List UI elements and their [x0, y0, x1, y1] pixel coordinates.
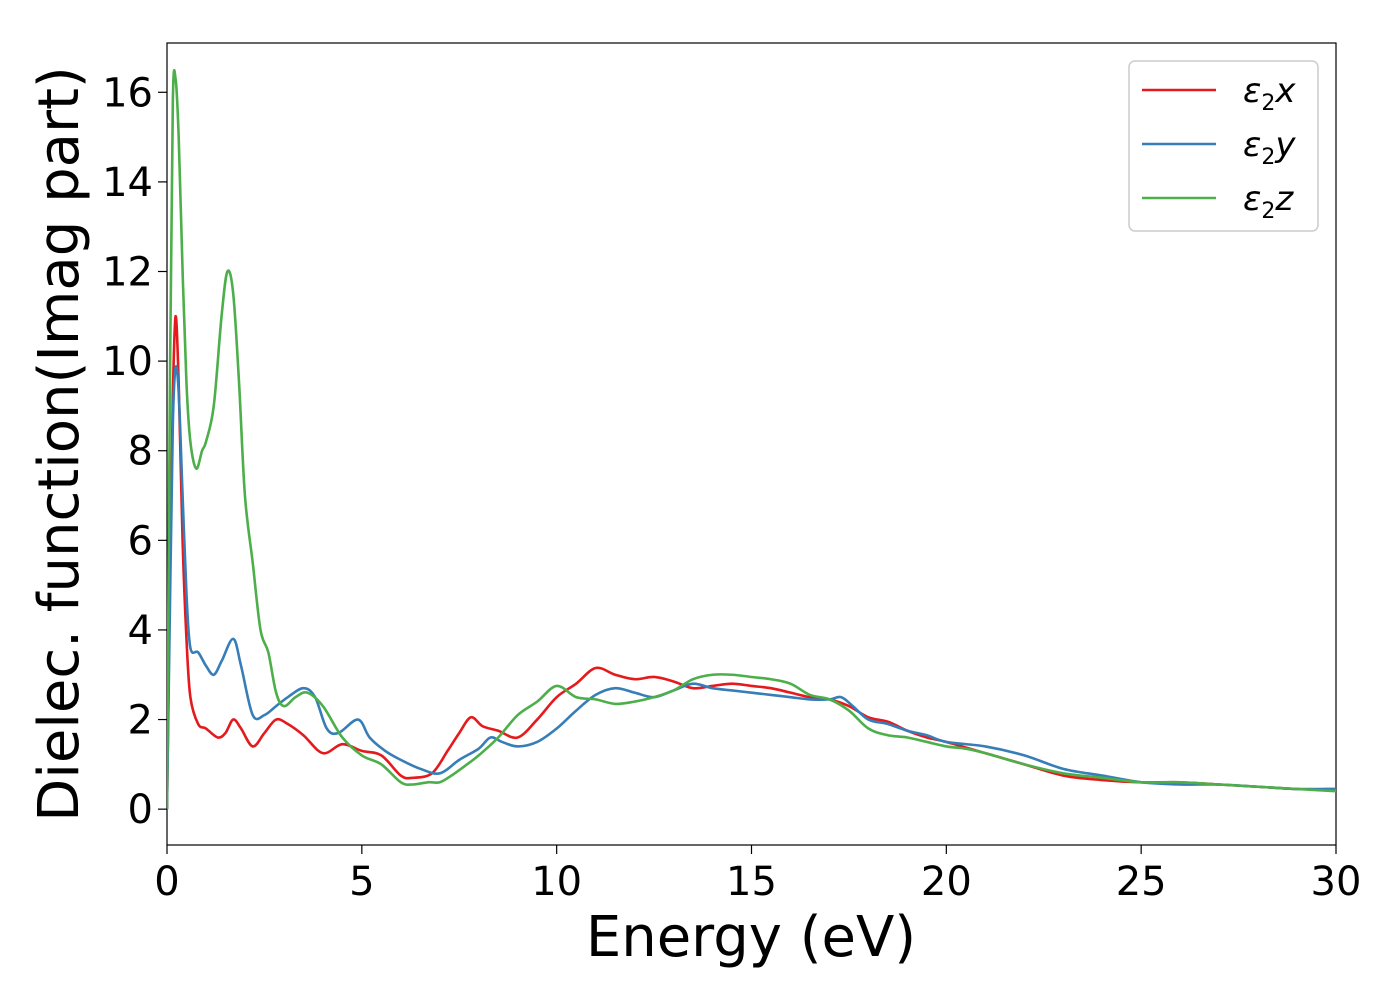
x-tick-label: 15: [726, 859, 777, 905]
x-axis-ticks: 0 5 10 15 20 25 30: [154, 845, 1361, 905]
legend-label-subscript: 2: [1261, 199, 1275, 224]
legend-label-tail: y: [1274, 125, 1296, 165]
y-tick-label: 4: [128, 608, 153, 654]
legend-label-subscript: 2: [1261, 145, 1275, 170]
legend-label-2: ε2z: [1243, 179, 1294, 224]
y-tick-label: 2: [128, 698, 153, 744]
x-tick-label: 25: [1116, 859, 1167, 905]
legend-label-base: ε: [1243, 125, 1261, 165]
y-axis-title: Dielec. function(Imag part): [27, 66, 92, 822]
x-tick-label: 5: [349, 859, 374, 905]
x-tick-label: 10: [531, 859, 582, 905]
series-line-2: [167, 68, 1336, 810]
legend-label-tail: x: [1274, 71, 1296, 111]
y-tick-label: 0: [128, 787, 153, 833]
y-tick-label: 6: [128, 518, 153, 564]
y-tick-label: 12: [102, 250, 153, 296]
legend-box: [1128, 60, 1319, 232]
legend-label-tail: z: [1274, 179, 1294, 219]
legend-label-subscript: 2: [1261, 91, 1275, 116]
series-lines: [167, 68, 1336, 810]
y-axis-ticks: 0 2 4 6 8 10 12 14 16: [102, 70, 167, 833]
legend-label-base: ε: [1243, 179, 1261, 219]
legend-label-base: ε: [1243, 71, 1261, 111]
x-tick-label: 20: [921, 859, 972, 905]
series-line-1: [167, 365, 1336, 810]
y-tick-label: 8: [128, 429, 153, 475]
x-axis-title: Energy (eV): [586, 905, 916, 970]
legend-label-1: ε2y: [1243, 125, 1296, 170]
y-tick-label: 10: [102, 339, 153, 385]
x-tick-label: 30: [1311, 859, 1362, 905]
x-tick-label: 0: [154, 859, 179, 905]
y-tick-label: 14: [102, 160, 153, 206]
y-tick-label: 16: [102, 70, 153, 116]
legend-label-0: ε2x: [1243, 71, 1296, 116]
series-line-0: [167, 315, 1336, 810]
